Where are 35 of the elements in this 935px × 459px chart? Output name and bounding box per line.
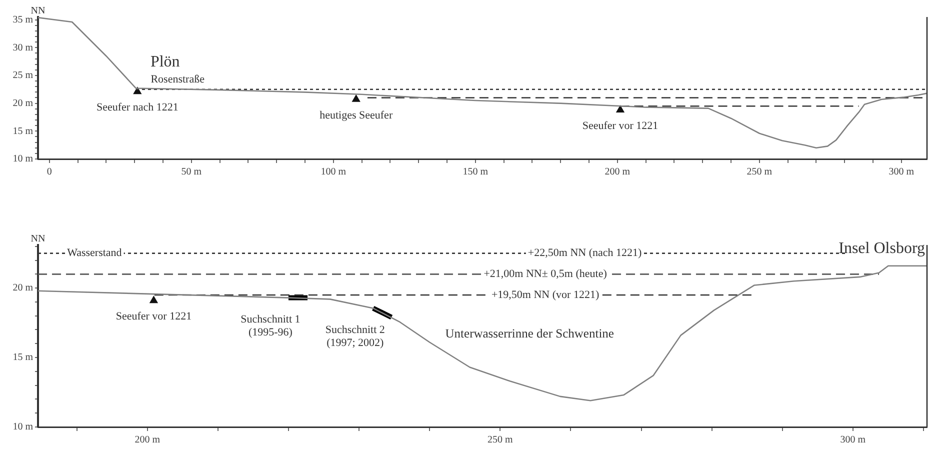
y-tick-label: 10 m <box>12 422 34 433</box>
annotation: Plön <box>150 54 180 71</box>
x-tick-label: 50 m <box>181 166 202 178</box>
y-tick-label: 10 m <box>12 154 34 165</box>
x-tick-label: 250 m <box>746 166 772 178</box>
y-tick-label: 15 m <box>12 126 34 137</box>
annotation: Unterwasserrinne der Schwentine <box>445 326 614 340</box>
x-tick-label: 250 m <box>488 434 513 446</box>
y-tick-label: 35 m <box>12 14 34 26</box>
annotation: Wasserstand <box>67 247 122 260</box>
x-tick-label: 100 m <box>320 166 346 178</box>
y-tick-label: 15 m <box>12 352 34 364</box>
annotation: Seeufer nach 1221 <box>96 102 178 114</box>
annotation: Seeufer vor 1221 <box>582 120 658 132</box>
x-tick-label: 150 m <box>462 166 488 178</box>
x-tick-label: 300 m <box>888 166 914 178</box>
x-tick-label: 200 m <box>604 166 630 178</box>
y-tick-label: 25 m <box>12 70 34 82</box>
x-tick-label: 200 m <box>134 434 160 446</box>
annotation: +19,50m NN (vor 1221) <box>491 288 600 301</box>
annotation: Seeufer vor 1221 <box>116 310 192 322</box>
x-tick-label: 0 <box>46 166 52 178</box>
annotation: Insel Olsborg <box>838 240 925 257</box>
y-tick-label: 20 m <box>12 282 34 294</box>
y-axis-title: NN <box>30 6 46 17</box>
annotation: Suchschnitt 2 (1997; 2002) <box>325 324 385 350</box>
x-tick-label: 300 m <box>840 434 866 446</box>
annotation: heutiges Seeufer <box>320 109 393 122</box>
annotation: Rosenstraße <box>150 73 205 86</box>
y-tick-label: 20 m <box>12 98 34 109</box>
annotation: +21,00m NN± 0,5m (heute) <box>484 268 608 280</box>
y-axis-title: NN <box>30 234 46 245</box>
annotation: +22,50m NN (nach 1221) <box>528 247 642 260</box>
annotation: Suchschnitt 1 (1995-96) <box>240 314 300 339</box>
y-tick-label: 30 m <box>12 42 34 54</box>
